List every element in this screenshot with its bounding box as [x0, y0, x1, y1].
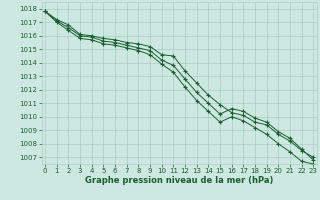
X-axis label: Graphe pression niveau de la mer (hPa): Graphe pression niveau de la mer (hPa) [85, 176, 273, 185]
